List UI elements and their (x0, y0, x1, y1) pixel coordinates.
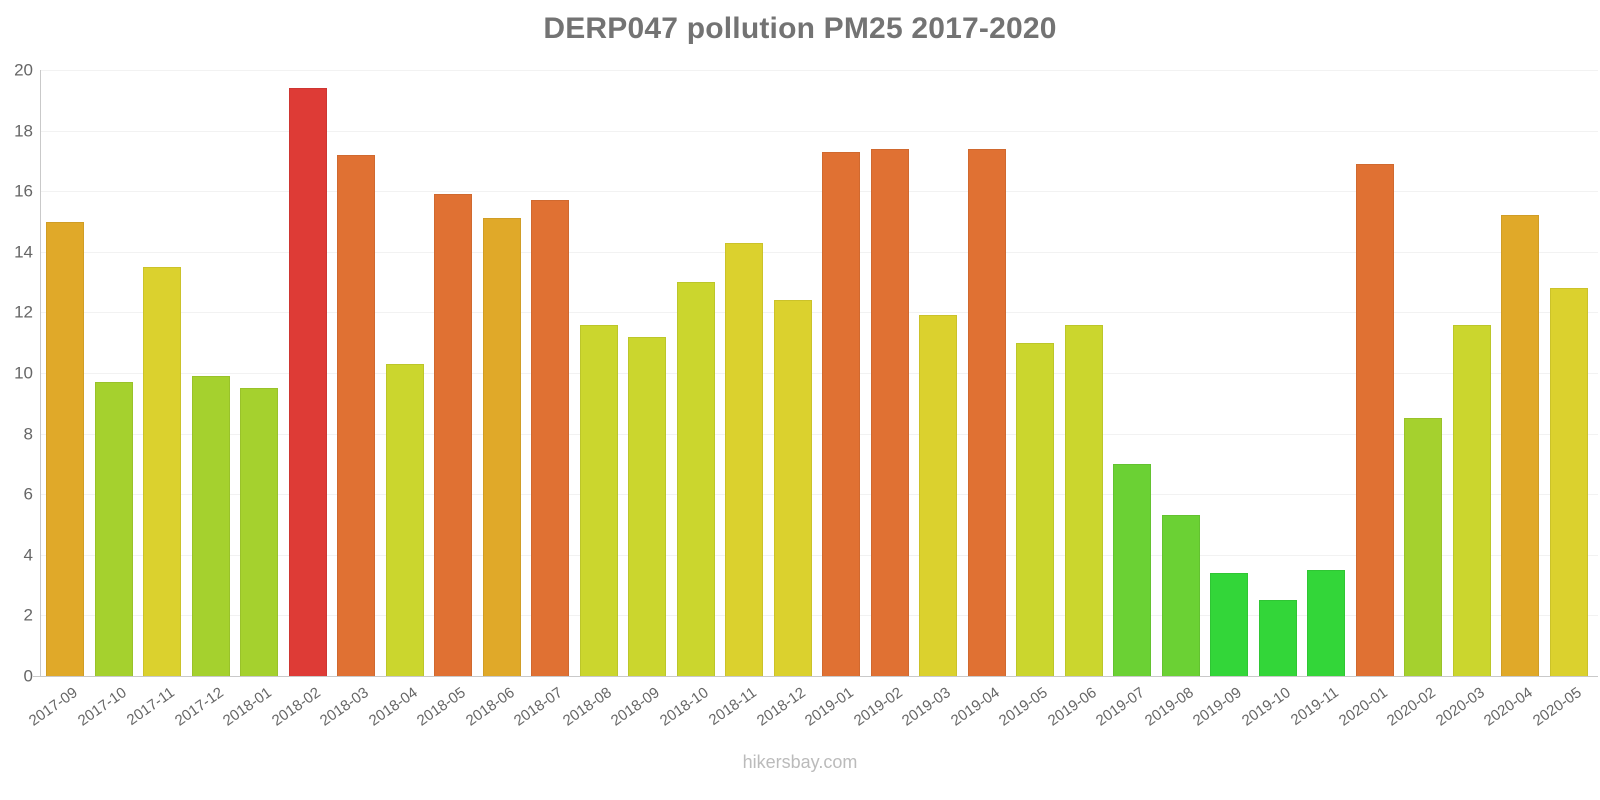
gridline (40, 433, 1598, 435)
x-axis-tick-label: 2020-04 (1480, 684, 1536, 730)
gridline (40, 373, 1598, 374)
chart-title: DERP047 pollution PM25 2017-2020 (543, 12, 1057, 45)
x-axis-tick-label: 2020-02 (1383, 684, 1439, 730)
y-axis-tick-label: 18 (14, 121, 33, 141)
gridline (40, 615, 1598, 617)
source-credit: hikersbay.com (742, 752, 858, 772)
y-axis-tick-label: 0 (23, 666, 33, 686)
x-axis-tick-label: 2018-06 (462, 684, 518, 730)
y-axis-tick-label: 8 (23, 424, 33, 444)
x-axis-tick-label: 2019-06 (1044, 684, 1100, 730)
x-axis-tick-label: 2020-01 (1335, 684, 1391, 730)
bar[interactable] (1210, 572, 1248, 676)
y-axis-tick-label: 4 (23, 545, 33, 565)
y-axis-tick-label: 12 (14, 302, 33, 322)
bar[interactable] (967, 148, 1006, 676)
y-axis-tick-label: 14 (14, 242, 33, 262)
bar[interactable] (385, 363, 424, 676)
bar[interactable] (1161, 515, 1200, 676)
gridline (40, 251, 1598, 253)
x-axis-tick-label: 2017-11 (123, 684, 178, 729)
bar[interactable] (773, 300, 812, 676)
x-axis-tick-label: 2019-09 (1189, 684, 1245, 730)
x-axis-tick-label: 2018-12 (753, 684, 809, 730)
gridline (40, 130, 1598, 132)
x-axis-line (33, 676, 1598, 677)
bar[interactable] (1258, 600, 1297, 676)
y-axis-tick-label: 2 (23, 605, 33, 625)
y-axis-tick-label: 20 (14, 60, 33, 80)
bar[interactable] (725, 242, 763, 676)
x-axis-tick-label: 2019-03 (898, 684, 954, 730)
x-axis-tick-label: 2019-11 (1287, 684, 1342, 729)
x-axis-tick-label: 2018-08 (559, 684, 615, 730)
bar[interactable] (240, 388, 278, 676)
y-axis-tick-label: 16 (14, 181, 33, 201)
y-axis-tick-label: 10 (14, 363, 33, 383)
x-axis-tick-label: 2018-01 (219, 684, 275, 730)
bar[interactable] (46, 221, 84, 676)
bar[interactable] (676, 282, 715, 676)
y-axis-tick-label: 6 (23, 484, 33, 504)
bar[interactable] (482, 218, 521, 676)
plot-area (40, 70, 1598, 676)
gridline (40, 312, 1598, 314)
x-axis-tick-label: 2018-09 (607, 684, 663, 730)
bar[interactable] (1064, 324, 1103, 676)
x-axis-tick-label: 2018-10 (656, 684, 712, 730)
x-axis-tick-label: 2020-05 (1529, 684, 1585, 730)
bar[interactable] (531, 200, 569, 676)
x-axis-tick-label: 2019-05 (995, 684, 1051, 730)
x-axis-tick-label: 2018-02 (268, 684, 324, 730)
bar[interactable] (822, 151, 860, 676)
x-axis-tick-label: 2018-11 (705, 684, 760, 729)
gridline (40, 70, 1598, 71)
gridline (40, 191, 1598, 193)
y-axis: 0 2 4 6 8 10 12 14 16 18 20 (0, 62, 33, 685)
x-axis-tick-label: 2017-09 (25, 684, 81, 730)
bar[interactable] (434, 194, 472, 676)
x-axis-tick-label: 2018-05 (413, 684, 469, 730)
bar[interactable] (288, 88, 327, 676)
bar[interactable] (1307, 569, 1345, 676)
x-axis-tick-label: 2019-08 (1141, 684, 1197, 730)
x-axis-tick-label: 2017-12 (171, 684, 227, 730)
y-axis-line (40, 70, 41, 677)
x-axis-tick-label: 2018-07 (510, 684, 566, 730)
x-axis-tick-label: 2020-03 (1432, 684, 1488, 730)
bar[interactable] (919, 315, 957, 676)
x-axis-tick-label: 2019-10 (1238, 684, 1294, 730)
x-axis: 2017-09 2017-10 2017-11 2017-12 2018-01 2018-… (26, 676, 1598, 796)
gridline (40, 554, 1598, 556)
gridline (40, 494, 1598, 496)
bar[interactable] (1549, 288, 1588, 676)
x-axis-tick-label: 2019-07 (1092, 684, 1148, 730)
x-axis-tick-label: 2018-03 (316, 684, 372, 730)
x-axis-tick-label: 2019-01 (801, 684, 857, 730)
bar[interactable] (1501, 215, 1539, 676)
bar[interactable] (1404, 418, 1442, 676)
bar[interactable] (143, 266, 181, 676)
bar[interactable] (1452, 324, 1491, 676)
bar[interactable] (191, 376, 230, 676)
x-axis-tick-label: 2017-10 (74, 684, 130, 730)
x-axis-tick-label: 2019-02 (850, 684, 906, 730)
bar[interactable] (579, 324, 618, 676)
bar[interactable] (1113, 463, 1151, 676)
x-axis-tick-label: 2019-04 (947, 684, 1003, 730)
x-axis-tick-label: 2018-04 (365, 684, 421, 730)
bar[interactable] (870, 148, 909, 676)
bar[interactable] (94, 382, 133, 676)
bar[interactable] (1355, 163, 1394, 676)
bar[interactable] (1016, 342, 1054, 676)
bar[interactable] (337, 154, 375, 676)
bar[interactable] (628, 336, 666, 676)
